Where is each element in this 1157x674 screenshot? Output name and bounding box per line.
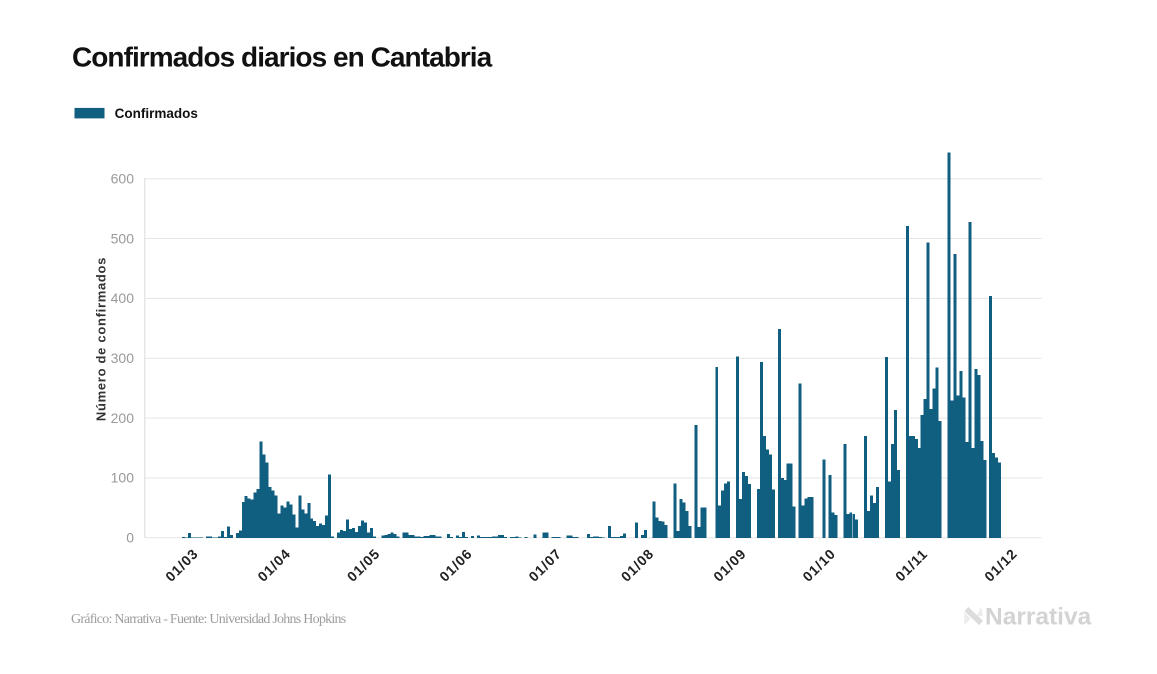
svg-text:0: 0 bbox=[126, 530, 134, 546]
svg-text:300: 300 bbox=[111, 350, 135, 366]
svg-text:200: 200 bbox=[111, 410, 135, 426]
svg-text:Número de confirmados: Número de confirmados bbox=[94, 257, 109, 421]
svg-text:Gráfico: Narrativa - Fuente: U: Gráfico: Narrativa - Fuente: Universidad… bbox=[71, 612, 346, 627]
svg-text:600: 600 bbox=[111, 170, 135, 186]
svg-text:Narrativa: Narrativa bbox=[985, 604, 1092, 631]
svg-text:Confirmados diarios en Cantabr: Confirmados diarios en Cantabria bbox=[72, 42, 493, 73]
svg-text:100: 100 bbox=[111, 470, 135, 486]
svg-text:Confirmados: Confirmados bbox=[115, 106, 198, 121]
svg-text:400: 400 bbox=[111, 290, 135, 306]
svg-text:500: 500 bbox=[111, 230, 135, 246]
